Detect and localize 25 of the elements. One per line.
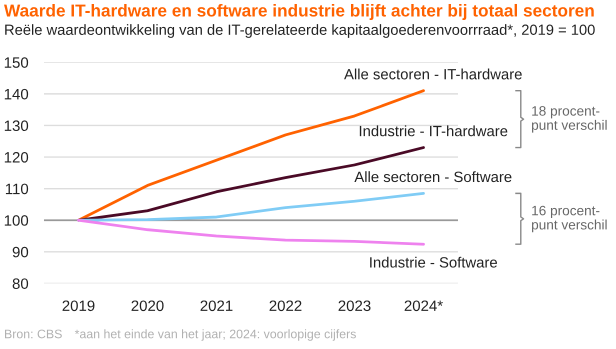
y-tick-label: 130	[4, 120, 28, 132]
x-tick-label: 2021	[200, 300, 232, 312]
x-tick-label: 2022	[270, 300, 302, 312]
y-tick-label: 90	[12, 246, 28, 258]
series-label: Alle sectoren - IT-hardware	[344, 68, 522, 80]
series-label: Industrie - Software	[370, 256, 497, 268]
line-series	[77, 218, 425, 246]
y-tick-label: 120	[4, 152, 28, 163]
series-label: Alle sectoren - Software	[354, 171, 512, 182]
x-tick-label: 2019	[62, 300, 94, 312]
y-tick-label: 150	[4, 57, 28, 68]
text: 16 procent- punt verschil	[532, 206, 607, 232]
y-tick-label: 110	[6, 184, 28, 194]
y-tick-label: 140	[4, 88, 28, 100]
text: Bron: CBS	[5, 330, 62, 338]
y-tick-label: 100	[4, 215, 28, 226]
x-tick-label: 2020	[132, 300, 164, 312]
x-tick-label: 2023	[338, 300, 371, 312]
text: 18 procent- punt verschil	[532, 106, 607, 133]
chart-subtitle: Reële waardeontwikkeling van de IT-gerelateerde kapitaalgoederenvoorrraad*, 2019 = 100	[5, 24, 595, 38]
series-label: Industrie - IT-hardware	[360, 125, 508, 136]
chart-title: Waarde IT-hardware en software industrie blijft achter bij totaal sectoren	[4, 4, 594, 20]
text: *aan het einde van het jaar; 2024: voorlopige cijfers	[74, 329, 356, 341]
x-tick-label: 2024*	[404, 300, 443, 312]
y-tick-label: 80	[12, 278, 28, 289]
